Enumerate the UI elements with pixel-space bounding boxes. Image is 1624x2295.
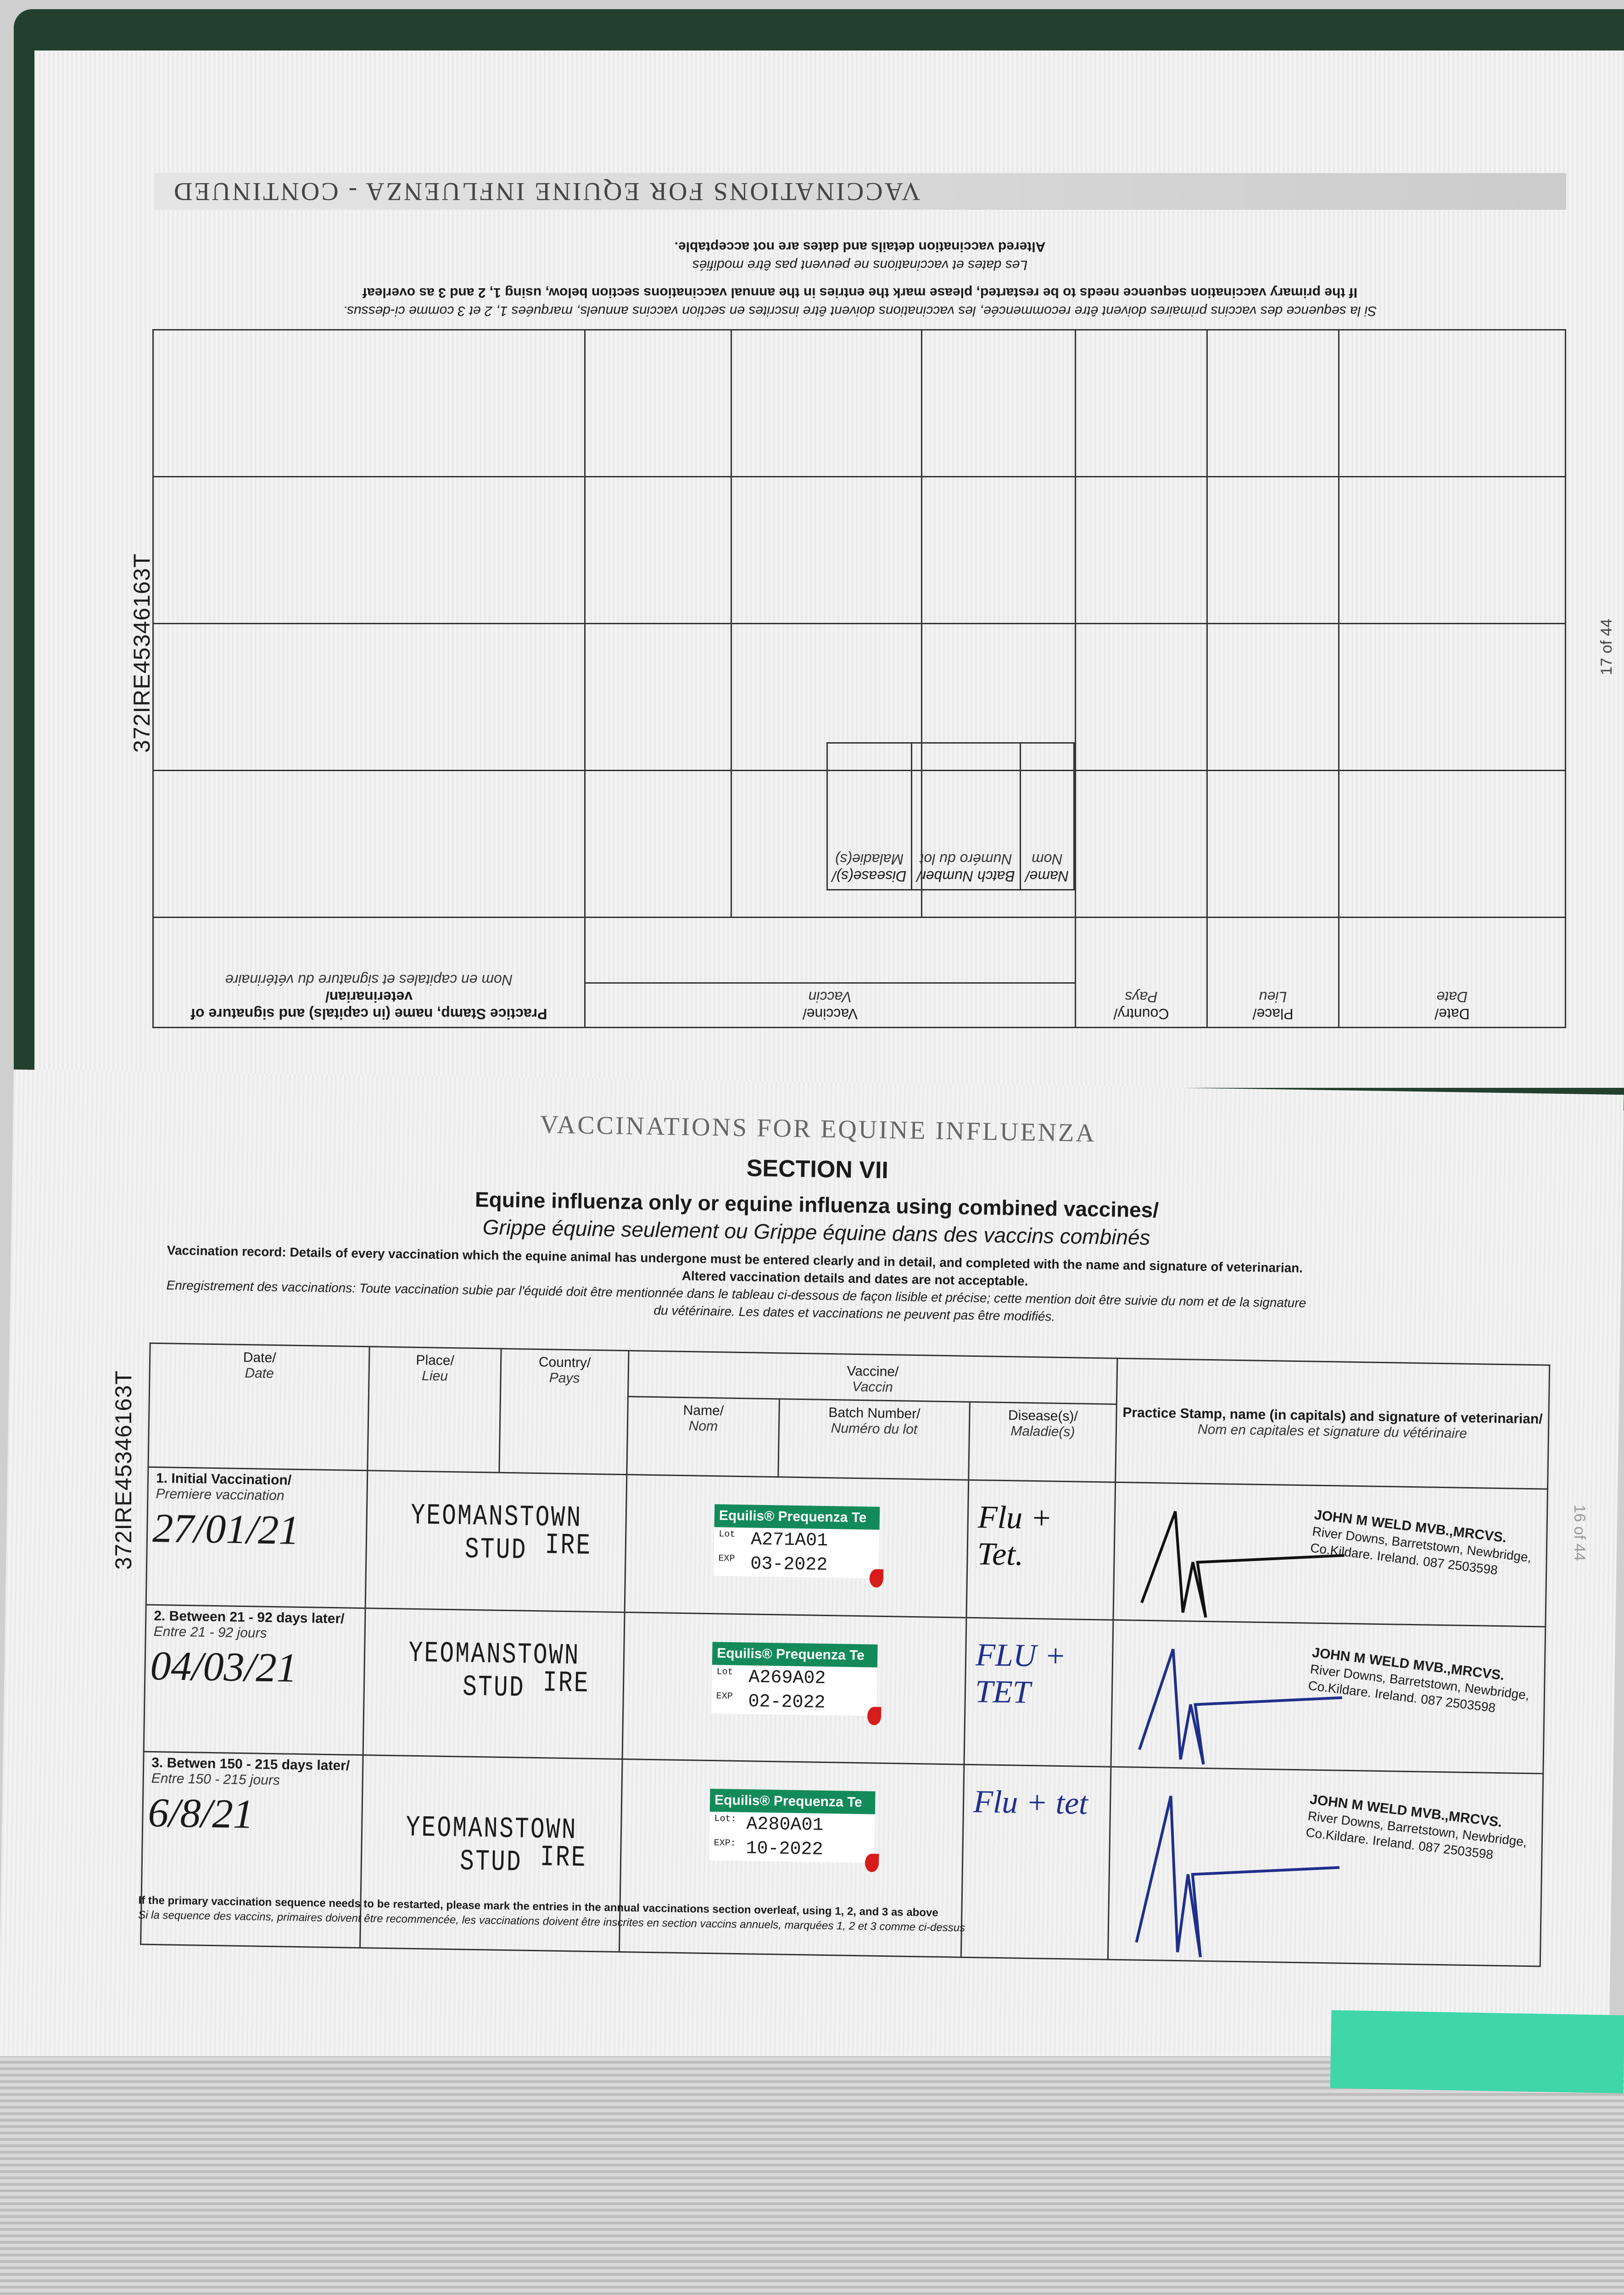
red-droplet-icon (865, 1853, 879, 1872)
country-stamp: IRE (542, 1667, 590, 1701)
header-stamp: Practice Stamp, name (in capitals) and s… (1115, 1358, 1550, 1489)
upper-table: Date/Date Place/Lieu Country/Pays Vaccin… (152, 329, 1566, 1028)
note-altered: Altered vaccination details and dates ar… (674, 239, 1046, 254)
batch-number: A269A02 (748, 1667, 826, 1689)
lot-label: Lot: (714, 1814, 737, 1825)
country-stamp: IRE (544, 1529, 592, 1563)
lot-label: Lot (719, 1529, 736, 1540)
batch-number: A280A01 (746, 1814, 824, 1836)
vaccine-name: Equilis® Prequenza Te (714, 1504, 880, 1530)
document-id-upper: 372IRE45346163T (129, 553, 155, 753)
date-cell: 2. Between 21 - 92 days later/Entre 21 -… (144, 1605, 366, 1755)
vaccine-batch-sticker: Equilis® Prequenza Te Lot A271A01 EXP 03-202… (713, 1504, 884, 1588)
page-number-upper: 17 of 44 (1597, 619, 1615, 675)
exp-label: EXP: (714, 1838, 736, 1849)
header-place: Place/Lieu (367, 1346, 502, 1473)
date-cell: 1. Initial Vaccination/Premiere vaccinat… (146, 1467, 368, 1608)
header-country: Country/Pays (499, 1349, 629, 1475)
note-fr-altered: Les dates et vaccinations ne peuvent pas… (692, 257, 1028, 273)
upper-page: Date/Date Place/Lieu Country/Pays Vaccin… (34, 50, 1624, 1088)
header-batch: Batch Number/Numéro du lot (911, 743, 1021, 890)
disease: Flu + tet (973, 1784, 1088, 1821)
vaccine-label-cell: Equilis® Prequenza Te Lot A271A01 EXP 03-202… (625, 1474, 969, 1618)
lower-page: VACCINATIONS FOR EQUINE INFLUENZA SECTIO… (0, 1069, 1624, 2082)
vaccination-date: 6/8/21 (147, 1790, 254, 1837)
upper-page-title: VACCINATIONS FOR EQUINE INFLUENZA - CONT… (154, 173, 1566, 210)
vaccine-label-cell: Equilis® Prequenza Te Lot A269A02 EXP 02-202… (622, 1612, 966, 1765)
vaccination-table: Date/Date Place/Lieu Country/Pays Vaccin… (140, 1343, 1550, 1967)
header-name: Name/Nom (1020, 743, 1074, 890)
row-label-fr: Entre 150 - 215 jours (151, 1770, 280, 1788)
header-country: Country/Pays (1075, 917, 1207, 1028)
country-stamp: IRE (540, 1841, 587, 1875)
vaccination-date: 04/03/21 (150, 1643, 298, 1691)
expiry-date: 02-2022 (748, 1691, 826, 1713)
header-date: Date/Date (148, 1343, 370, 1471)
table-row: 2. Between 21 - 92 days later/Entre 21 -… (144, 1605, 1546, 1774)
place-country-cell: YEOMANSTOWN STUD IRE (365, 1470, 627, 1612)
header-vaccine: Vaccine/Vaccin (628, 1350, 1117, 1405)
upper-notes: Si la sequence des vaccins primaires doi… (154, 237, 1566, 320)
scanner-background (0, 2056, 1624, 2295)
disease-cell: Flu + Tet. (966, 1480, 1116, 1620)
disease-cell: Flu + tet (961, 1764, 1111, 1960)
header-batch: Batch Number/Numéro du lot (778, 1399, 970, 1480)
page-tab-marker (1330, 2010, 1624, 2093)
upper-vaccination-table-rotated: Date/Date Place/Lieu Country/Pays Vaccin… (152, 110, 1566, 1028)
table-row: 3. Betwen 150 - 215 days later/Entre 150… (140, 1752, 1543, 1966)
signature-icon (1138, 1648, 1342, 1765)
disease: FLU + TET (975, 1637, 1066, 1710)
vaccination-date: 27/01/21 (152, 1505, 300, 1553)
stamp-cell: JOHN M WELD MVB.,MRCVS. River Downs, Barr… (1111, 1620, 1546, 1774)
vaccine-name: Equilis® Prequenza Te (712, 1642, 878, 1668)
header-name: Name/Nom (626, 1396, 780, 1477)
header-disease: Disease(s)/Maladie(s) (827, 743, 912, 890)
vaccine-batch-sticker: Equilis® Prequenza Te Lot: A280A01 EXP: 10-2… (709, 1789, 879, 1872)
row-label-fr: Premiere vaccination (156, 1486, 285, 1504)
exp-label: EXP (716, 1691, 733, 1702)
stamp-cell: JOHN M WELD MVB.,MRCVS. River Downs, Barr… (1108, 1767, 1543, 1966)
note-fr-restart: Si la sequence des vaccins primaires doi… (343, 303, 1377, 319)
row-label-fr: Entre 21 - 92 jours (153, 1623, 267, 1641)
table-row (153, 330, 1566, 477)
red-droplet-icon (869, 1569, 884, 1588)
header-place: Place/Lieu (1207, 917, 1339, 1028)
batch-number: A271A01 (750, 1529, 828, 1551)
document-id-lower: 372IRE45346163T (111, 1370, 136, 1570)
vaccine-batch-sticker: Equilis® Prequenza Te Lot A269A02 EXP 02-202… (711, 1642, 882, 1725)
expiry-date: 03-2022 (750, 1554, 828, 1576)
vaccine-name: Equilis® Prequenza Te (709, 1789, 876, 1814)
table-row: 1. Initial Vaccination/Premiere vaccinat… (146, 1467, 1548, 1627)
signature-icon (1135, 1796, 1340, 1958)
disease-cell: FLU + TET (964, 1618, 1113, 1767)
signature-icon (1140, 1511, 1345, 1618)
note-restart: If the primary vaccination sequence need… (363, 285, 1357, 300)
header-stamp: Practice Stamp, name (in capitals) and s… (153, 917, 585, 1028)
page-number-lower: 16 of 44 (1570, 1505, 1588, 1561)
disease: Flu + Tet. (977, 1500, 1053, 1573)
table-row (153, 476, 1566, 624)
header-disease: Disease(s)/Maladie(s) (968, 1402, 1117, 1483)
header-vaccine: Vaccine/Vaccin (585, 983, 1076, 1028)
stamp-cell: JOHN M WELD MVB.,MRCVS. River Downs, Barr… (1113, 1482, 1548, 1627)
exp-label: EXP (718, 1553, 735, 1564)
expiry-date: 10-2022 (746, 1838, 823, 1860)
header-date: Date/Date (1339, 917, 1566, 1028)
lot-label: Lot (716, 1667, 733, 1678)
red-droplet-icon (867, 1707, 882, 1725)
place-country-cell: YEOMANSTOWN STUD IRE (363, 1608, 625, 1759)
